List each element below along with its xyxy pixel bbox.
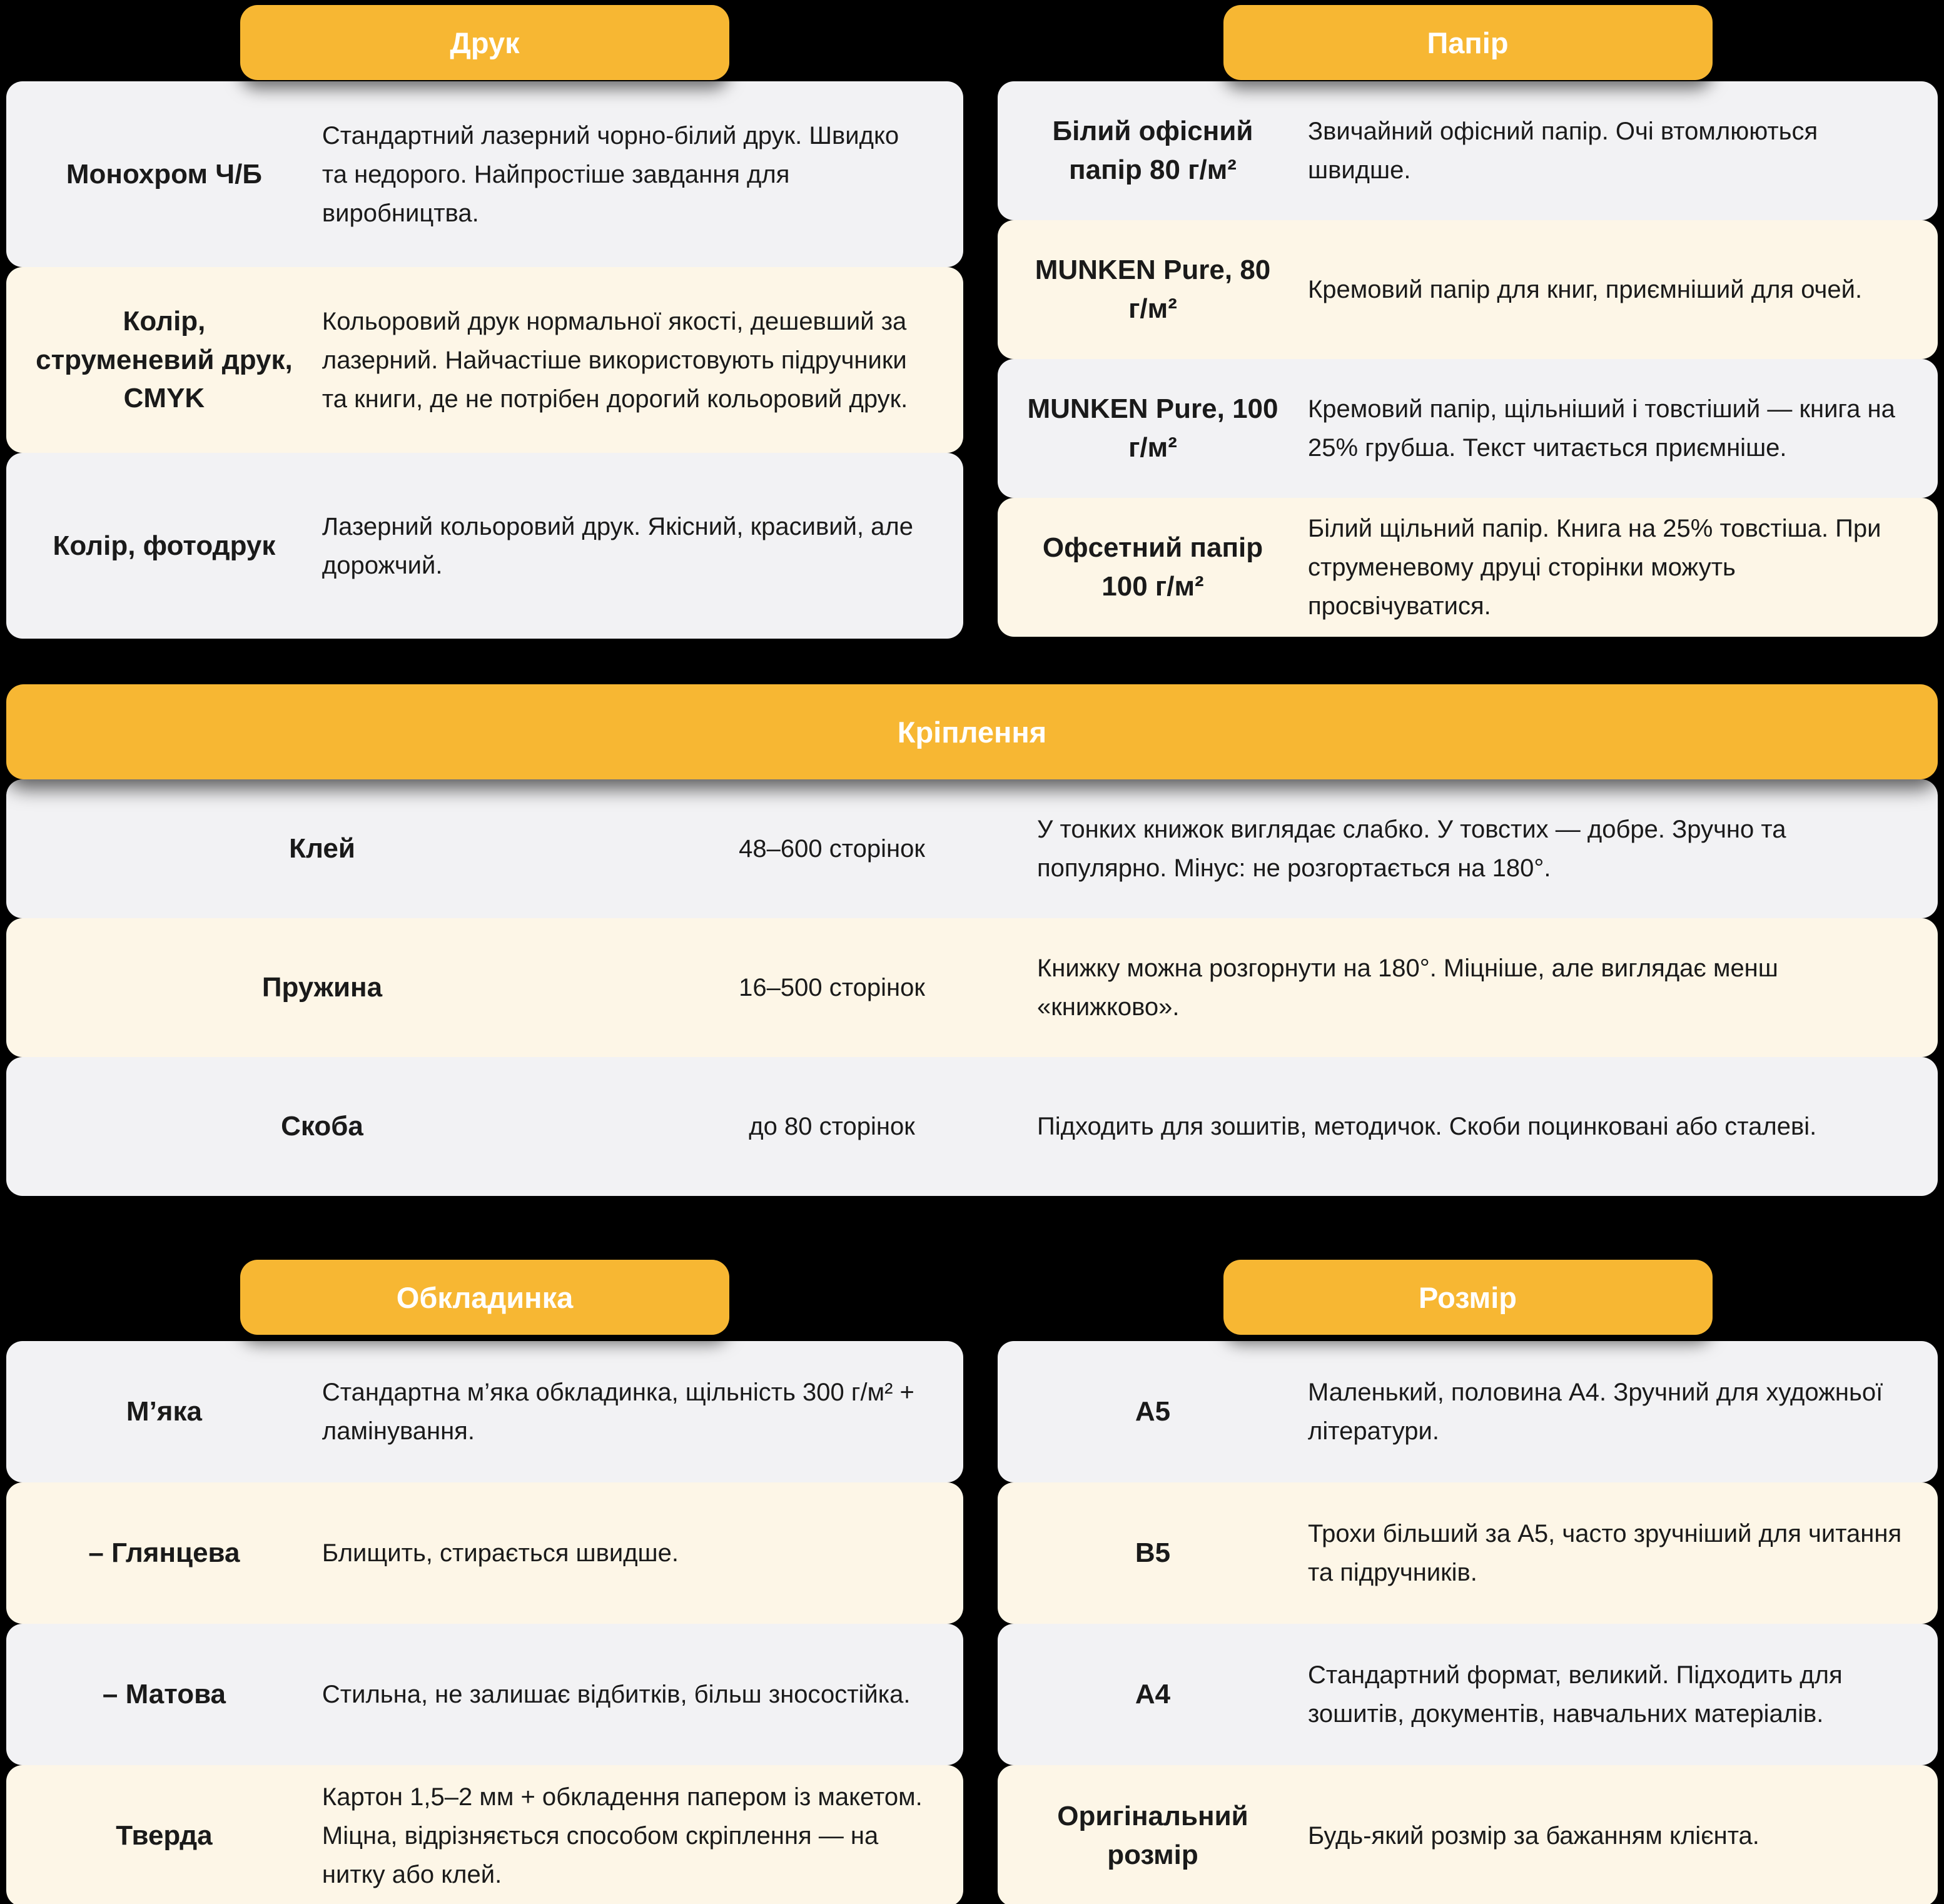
table-row: Скоба до 80 сторінок Підходить для зошит… (6, 1057, 1938, 1196)
table-row: Колір, фотодрук Лазерний кольоровий друк… (6, 453, 963, 639)
section-title: Друк (450, 26, 520, 59)
row-description: Кольоровий друк нормальної якості, дешев… (321, 307, 908, 413)
section-header-print: Друк (240, 5, 729, 80)
table-row: Тверда Картон 1,5–2 мм + обкладення папе… (6, 1765, 963, 1904)
table-row: – Матова Стильна, не залишає відбитків, … (6, 1624, 963, 1765)
row-label: Офсетний папір 100 г/м² (1042, 532, 1263, 602)
row-description: Кремовий папір, щільніший і товстіший — … (1307, 395, 1895, 462)
row-label: Колір, струменевий друк, CMYK (36, 306, 293, 414)
row-label: Скоба (281, 1111, 363, 1142)
row-description: Блищить, стирається швидше. (321, 1539, 679, 1567)
section-header-binding: Кріплення (6, 684, 1938, 779)
section-header-paper: Папір (1223, 5, 1713, 80)
row-label: B5 (1135, 1537, 1171, 1569)
row-description: Трохи більший за A5, часто зручніший для… (1307, 1520, 1902, 1586)
row-description: Книжку можна розгорнути на 180°. Міцніше… (1037, 955, 1778, 1021)
row-description: Картон 1,5–2 мм + обкладення папером із … (321, 1783, 923, 1888)
table-row: М’яка Стандартна м’яка обкладинка, щільн… (6, 1341, 963, 1482)
row-description: Маленький, половина A4. Зручний для худо… (1307, 1379, 1883, 1445)
table-row: Колір, струменевий друк, CMYK Кольоровий… (6, 267, 963, 453)
row-label: Клей (289, 833, 355, 864)
row-label: A4 (1135, 1679, 1171, 1710)
table-row: Пружина 16–500 сторінок Книжку можна роз… (6, 918, 1938, 1057)
table-row: Клей 48–600 сторінок У тонких книжок виг… (6, 779, 1938, 918)
binding-table: Клей 48–600 сторінок У тонких книжок виг… (6, 779, 1938, 1196)
section-title: Обкладинка (396, 1280, 574, 1314)
row-page-range: до 80 сторінок (749, 1113, 915, 1140)
row-label: – Матова (102, 1679, 226, 1710)
table-row: Білий офісний папір 80 г/м² Звичайний оф… (998, 81, 1938, 220)
row-label: – Глянцева (88, 1537, 240, 1569)
row-label: Оригінальний розмір (1057, 1801, 1248, 1870)
print-column: Друк Монохром Ч/Б Стандартний лазерний ч… (6, 0, 963, 639)
row-description: Стандартний лазерний чорно-білий друк. Ш… (321, 121, 899, 227)
row-description: Підходить для зошитів, методичок. Скоби … (1037, 1113, 1817, 1140)
row-label: Монохром Ч/Б (66, 158, 262, 190)
section-title: Кріплення (897, 715, 1047, 749)
table-row: Монохром Ч/Б Стандартний лазерний чорно-… (6, 81, 963, 267)
row-page-range: 48–600 сторінок (739, 835, 925, 863)
table-row: Оригінальний розмір Будь-який розмір за … (998, 1765, 1938, 1904)
row-label: MUNKEN Pure, 80 г/м² (1035, 255, 1271, 324)
row-label: М’яка (126, 1396, 202, 1427)
cover-column: Обкладинка М’яка Стандартна м’яка обклад… (6, 1196, 963, 1904)
row-description: Білий щільний папір. Книга на 25% товсті… (1307, 515, 1881, 620)
bottom-section: Обкладинка М’яка Стандартна м’яка обклад… (0, 1196, 1944, 1904)
table-row: Офсетний папір 100 г/м² Білий щільний па… (998, 498, 1938, 637)
section-title: Розмір (1419, 1280, 1517, 1314)
table-row: A5 Маленький, половина A4. Зручний для х… (998, 1341, 1938, 1482)
row-description: Стандартний формат, великий. Підходить д… (1307, 1661, 1843, 1728)
row-description: Звичайний офісний папір. Очі втомлюються… (1307, 118, 1818, 184)
section-header-size: Розмір (1223, 1260, 1713, 1335)
cover-table: М’яка Стандартна м’яка обкладинка, щільн… (6, 1341, 963, 1904)
row-label: MUNKEN Pure, 100 г/м² (1027, 393, 1278, 463)
row-description: Лазерний кольоровий друк. Якісний, краси… (321, 512, 913, 579)
row-description: У тонких книжок виглядає слабко. У товст… (1037, 816, 1786, 882)
table-row: – Глянцева Блищить, стирається швидше. (6, 1482, 963, 1624)
top-section: Друк Монохром Ч/Б Стандартний лазерний ч… (0, 0, 1944, 639)
row-description: Стильна, не залишає відбитків, більш зно… (321, 1681, 911, 1708)
row-label: A5 (1135, 1396, 1171, 1427)
section-title: Папір (1427, 26, 1509, 59)
section-header-cover: Обкладинка (240, 1260, 729, 1335)
size-column: Розмір A5 Маленький, половина A4. Зручни… (998, 1196, 1938, 1904)
row-description: Стандартна м’яка обкладинка, щільність 3… (321, 1379, 914, 1445)
table-row: MUNKEN Pure, 100 г/м² Кремовий папір, щі… (998, 359, 1938, 498)
print-table: Монохром Ч/Б Стандартний лазерний чорно-… (6, 81, 963, 639)
paper-column: Папір Білий офісний папір 80 г/м² Звичай… (998, 0, 1938, 639)
row-label: Пружина (261, 972, 383, 1003)
paper-table: Білий офісний папір 80 г/м² Звичайний оф… (998, 81, 1938, 637)
row-page-range: 16–500 сторінок (739, 974, 925, 1001)
row-description: Кремовий папір для книг, приємніший для … (1307, 276, 1863, 303)
row-label: Тверда (116, 1820, 213, 1851)
row-label: Колір, фотодрук (53, 530, 276, 561)
table-row: B5 Трохи більший за A5, часто зручніший … (998, 1482, 1938, 1624)
size-table: A5 Маленький, половина A4. Зручний для х… (998, 1341, 1938, 1904)
table-row: A4 Стандартний формат, великий. Підходит… (998, 1624, 1938, 1765)
table-row: MUNKEN Pure, 80 г/м² Кремовий папір для … (998, 220, 1938, 359)
row-label: Білий офісний папір 80 г/м² (1052, 116, 1253, 185)
row-description: Будь-який розмір за бажанням клієнта. (1307, 1822, 1759, 1850)
